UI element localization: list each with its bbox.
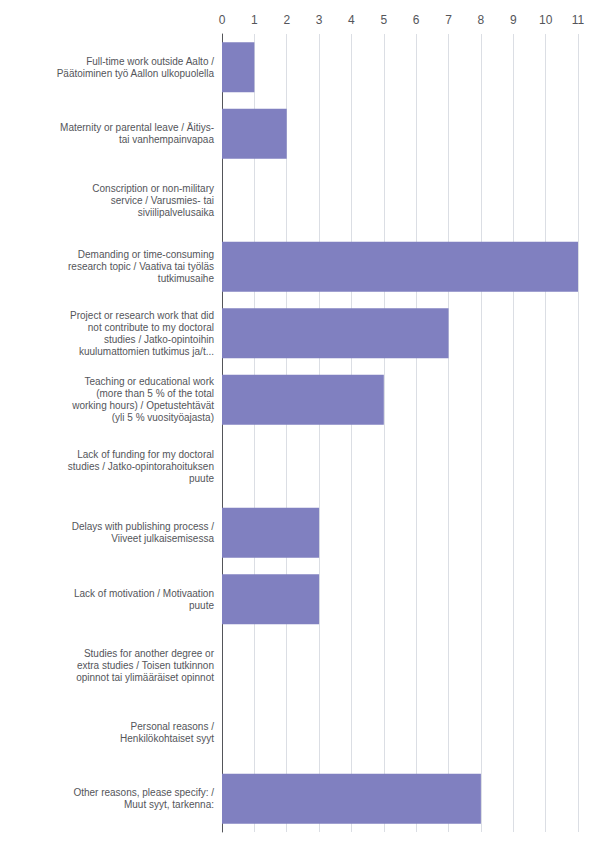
svg-text:opinnot tai ylimääräiset opinn: opinnot tai ylimääräiset opinnot [76, 672, 214, 683]
svg-text:5: 5 [380, 13, 387, 27]
svg-text:6: 6 [413, 13, 420, 27]
svg-text:Personal reasons /: Personal reasons / [131, 721, 215, 732]
svg-text:Other reasons, please specify:: Other reasons, please specify: / [73, 787, 214, 798]
svg-text:11: 11 [572, 13, 585, 27]
svg-text:Henkilökohtaiset syyt: Henkilökohtaiset syyt [120, 733, 214, 744]
svg-text:0: 0 [219, 13, 226, 27]
svg-text:4: 4 [348, 13, 355, 27]
svg-text:Maternity or parental leave /: Maternity or parental leave / Äitiys- [60, 122, 214, 133]
svg-text:Viiveet julkaisemisessa: Viiveet julkaisemisessa [111, 533, 214, 544]
svg-text:tutkimusaihe: tutkimusaihe [158, 273, 215, 284]
svg-text:8: 8 [478, 13, 485, 27]
svg-text:(more than 5 % of the total: (more than 5 % of the total [96, 388, 214, 399]
svg-text:9: 9 [510, 13, 517, 27]
svg-text:Päätoiminen työ Aallon ulkopuo: Päätoiminen työ Aallon ulkopuolella [57, 68, 215, 79]
svg-text:research topic / Vaativa tai t: research topic / Vaativa tai työläs [68, 261, 214, 272]
svg-text:studies / Jatko-opintoihin: studies / Jatko-opintoihin [104, 334, 214, 345]
svg-text:2: 2 [283, 13, 290, 27]
svg-text:puute: puute [189, 473, 214, 484]
svg-text:Lack of funding for my doctora: Lack of funding for my doctoral [77, 449, 214, 460]
svg-text:not contribute to my doctoral: not contribute to my doctoral [88, 322, 214, 333]
svg-text:studies / Jatko-opintorahoituk: studies / Jatko-opintorahoituksen [68, 461, 214, 472]
svg-text:Lack of motivation / Motivaati: Lack of motivation / Motivaation [74, 588, 214, 599]
svg-text:Conscription or non-military: Conscription or non-military [92, 183, 214, 194]
svg-text:extra studies / Toisen tutkinn: extra studies / Toisen tutkinnon [77, 660, 214, 671]
svg-text:tai vanhempainvapaa: tai vanhempainvapaa [119, 134, 215, 145]
svg-text:1: 1 [251, 13, 258, 27]
svg-text:(yli 5 % vuosityöajasta): (yli 5 % vuosityöajasta) [112, 412, 214, 423]
svg-text:Muut syyt, tarkenna:: Muut syyt, tarkenna: [124, 799, 214, 810]
svg-text:7: 7 [445, 13, 452, 27]
svg-text:working hours) / Opetustehtävä: working hours) / Opetustehtävät [71, 400, 214, 411]
svg-text:Project or research work that: Project or research work that did [70, 310, 214, 321]
svg-text:service / Varusmies- tai: service / Varusmies- tai [111, 195, 214, 206]
svg-text:Full-time work outside Aalto /: Full-time work outside Aalto / [86, 56, 214, 67]
svg-text:Delays with publishing process: Delays with publishing process / [72, 521, 215, 532]
svg-text:3: 3 [316, 13, 323, 27]
svg-text:Demanding or time-consuming: Demanding or time-consuming [78, 249, 214, 260]
svg-text:siviilipalvelusaika: siviilipalvelusaika [138, 207, 215, 218]
svg-text:10: 10 [539, 13, 553, 27]
svg-text:Studies for another degree or: Studies for another degree or [84, 648, 215, 659]
svg-text:puute: puute [189, 600, 214, 611]
svg-text:kuulumattomien tutkimus ja/t..: kuulumattomien tutkimus ja/t... [79, 346, 214, 357]
svg-text:Teaching or educational work: Teaching or educational work [84, 376, 215, 387]
